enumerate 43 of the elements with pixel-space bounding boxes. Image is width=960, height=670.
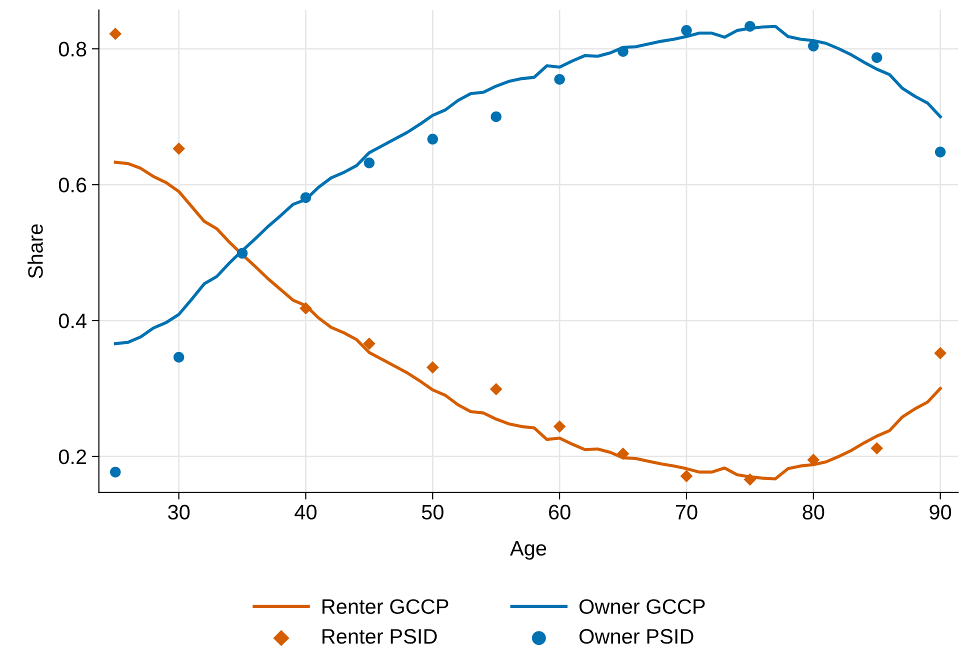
point [172, 142, 186, 155]
x-tick-label: 70 [676, 504, 698, 520]
point [616, 448, 630, 460]
point [934, 146, 946, 158]
point [870, 442, 884, 454]
legend-label: Owner PSID [579, 629, 694, 644]
point [300, 192, 312, 203]
y-tick-label: 0.8 [58, 42, 86, 57]
point [744, 473, 756, 486]
point [553, 420, 566, 433]
y-tick-label: 0.2 [58, 449, 86, 464]
point [618, 46, 628, 57]
legend-label: Owner GCCP [579, 599, 705, 614]
point [427, 134, 438, 145]
point [300, 302, 312, 315]
point [808, 40, 819, 52]
x-axis-title: Age [510, 541, 546, 560]
point [490, 111, 502, 122]
point [934, 346, 947, 360]
x-tick-label: 40 [294, 504, 317, 520]
point [744, 20, 756, 32]
point [426, 361, 439, 374]
point [109, 28, 122, 40]
y-tick-label: 0.4 [58, 314, 86, 328]
x-tick-label: 80 [802, 504, 824, 520]
y-tick-label: 0.6 [58, 178, 86, 192]
point [680, 470, 693, 482]
point [236, 248, 248, 259]
point [681, 25, 692, 36]
point [173, 352, 184, 363]
point [490, 382, 502, 396]
x-tick-label: 60 [549, 504, 570, 520]
legend-label: Renter GCCP [322, 599, 448, 614]
legend-label: Renter PSID [322, 629, 437, 644]
point [554, 74, 565, 85]
point [364, 158, 375, 168]
x-tick-label: 30 [168, 504, 190, 520]
point [362, 337, 376, 350]
y-axis-title: Share [28, 224, 43, 278]
point [871, 52, 882, 63]
point [110, 466, 121, 478]
x-tick-label: 50 [422, 504, 444, 520]
x-tick-label: 90 [930, 504, 952, 520]
